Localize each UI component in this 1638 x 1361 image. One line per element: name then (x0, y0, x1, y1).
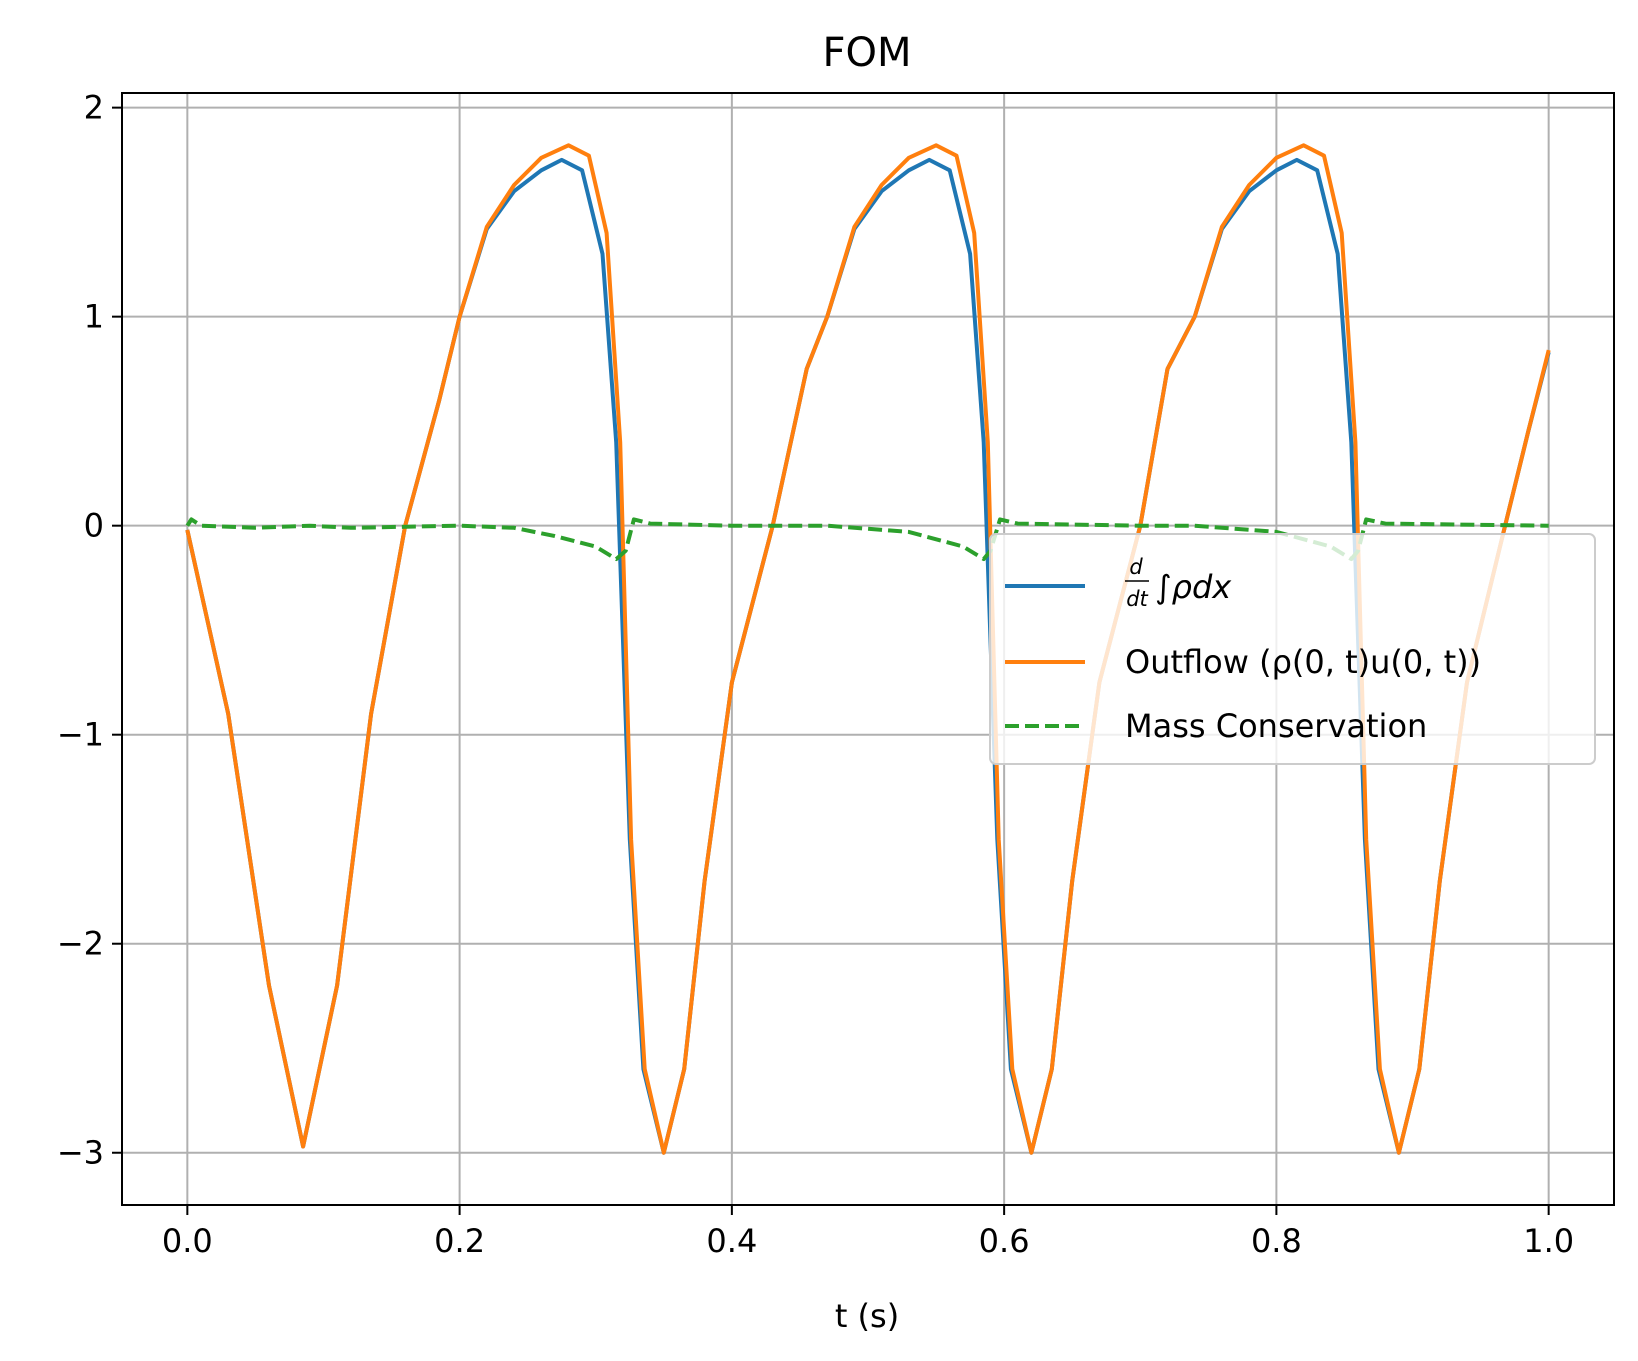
x-axis-label: t (s) (835, 1297, 899, 1335)
legend-label: Outflow (ρ(0, t)u(0, t)) (1125, 643, 1481, 681)
legend-box (989, 533, 1596, 765)
legend: d dt ∫ρdx Outflow (ρ(0, t)u(0, t)) Mass Cons… (989, 533, 1596, 765)
x-axis: 0.0 0.2 0.4 0.6 0.8 1.0 (162, 1205, 1574, 1260)
y-tick-label: 1 (84, 298, 104, 336)
chart-title: FOM (822, 30, 911, 76)
plot-frame (121, 92, 1615, 1206)
x-tick-label: 0.6 (979, 1222, 1030, 1260)
y-tick-label: −1 (57, 716, 104, 754)
y-tick-label: −3 (57, 1134, 104, 1172)
x-tick-label: 0.2 (434, 1222, 485, 1260)
legend-label-fraction-denominator: dt (1126, 587, 1148, 611)
x-tick-label: 1.0 (1523, 1222, 1574, 1260)
x-tick-label: 0.0 (162, 1222, 213, 1260)
series-line-outflow (185, 143, 1551, 1155)
x-tick-label: 0.8 (1251, 1222, 1302, 1260)
legend-label-integral: ∫ρdx (1155, 568, 1232, 606)
series-layer (185, 143, 1551, 1155)
y-tick-label: 0 (84, 507, 104, 545)
legend-label: Mass Conservation (1125, 707, 1427, 745)
x-tick-label: 0.4 (706, 1222, 757, 1260)
legend-label-fraction-numerator: d (1129, 555, 1143, 579)
series-line-mass-conservation (185, 517, 1549, 562)
y-axis: 2 1 0 −1 −2 −3 (57, 89, 122, 1172)
y-tick-label: 2 (84, 89, 104, 127)
y-tick-label: −2 (57, 925, 104, 963)
